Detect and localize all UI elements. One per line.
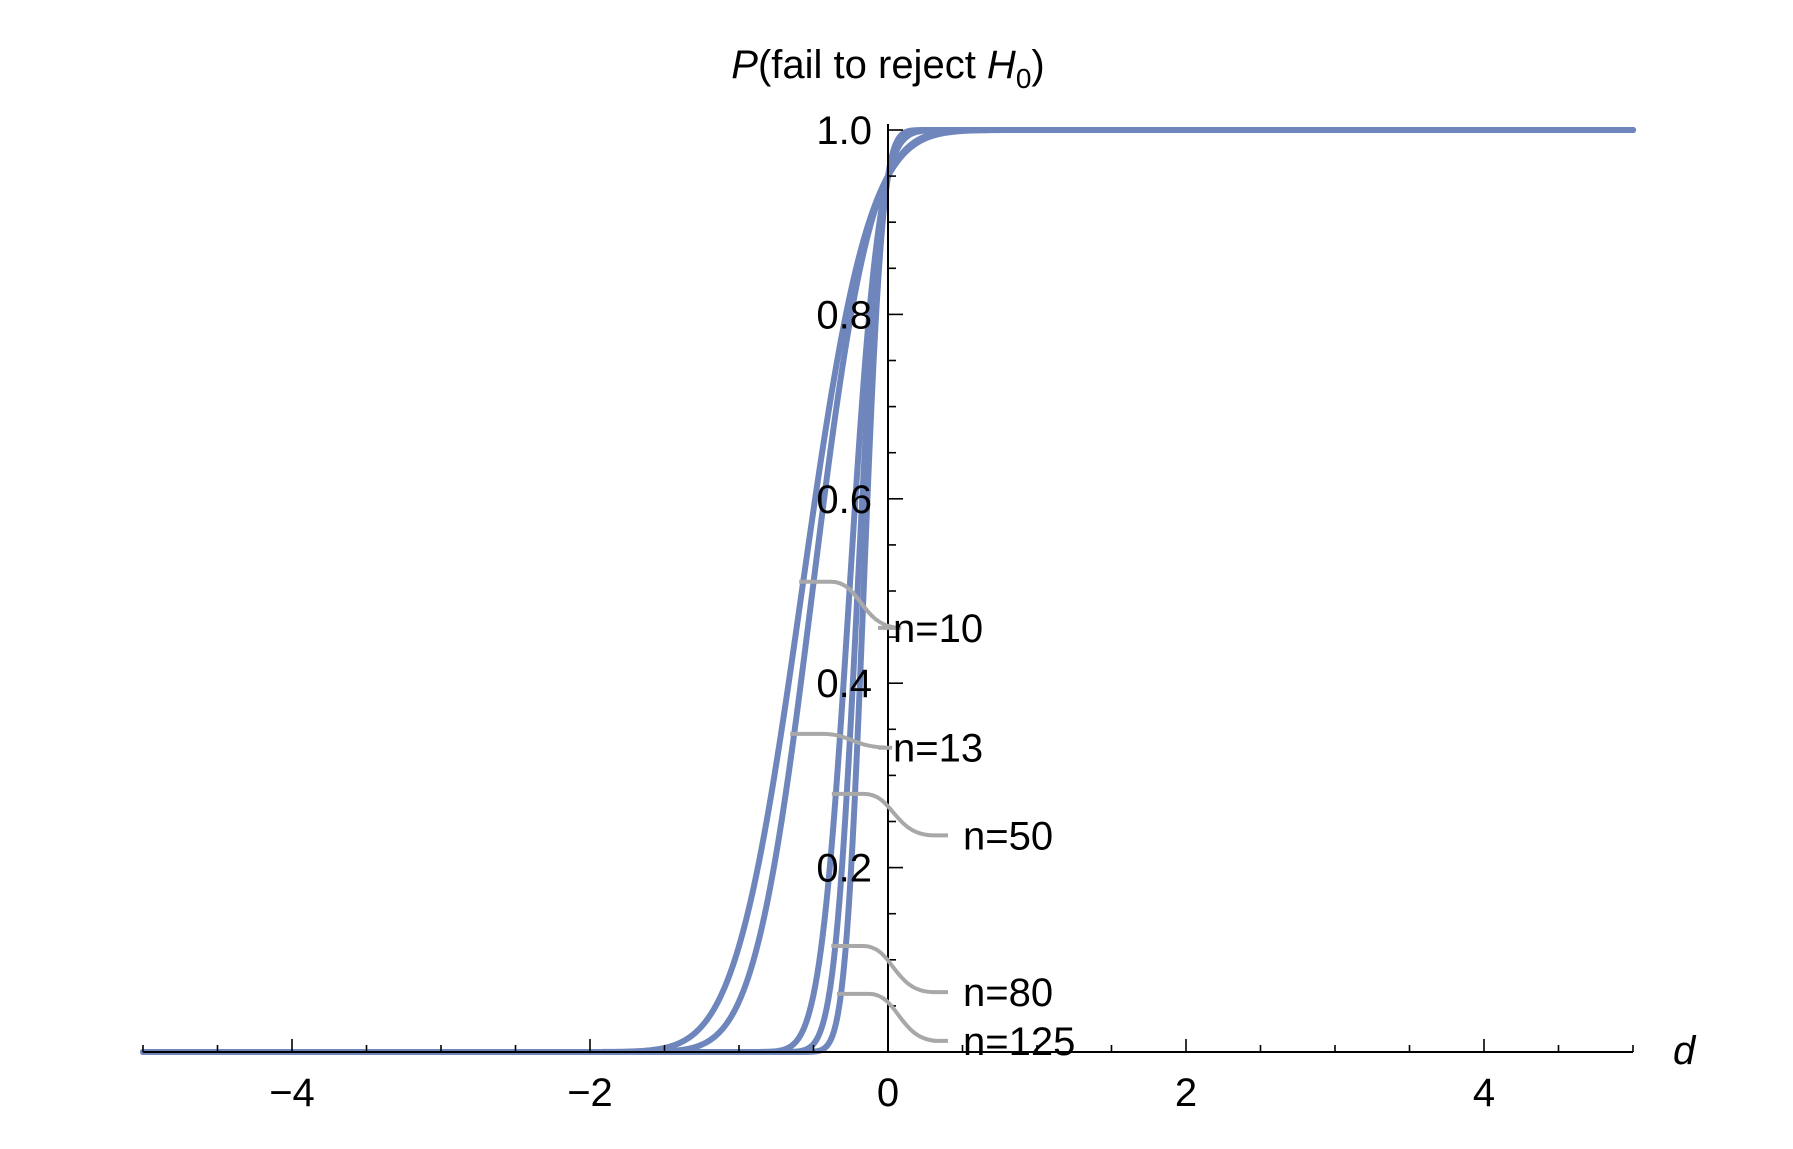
y-tick-label: 0.4 xyxy=(816,662,872,706)
leader-n-13 xyxy=(790,731,893,750)
y-tick-label: 0.6 xyxy=(816,478,872,522)
y-tick-label: 0.2 xyxy=(816,847,872,891)
x-axis-title: d xyxy=(1673,1029,1697,1073)
y-tick-label: 0.8 xyxy=(816,293,872,337)
leaders-group xyxy=(790,579,948,1043)
leader-n-80 xyxy=(831,943,948,995)
x-tick-label: 2 xyxy=(1175,1071,1197,1115)
curve-label-n-10: n=10 xyxy=(893,607,983,651)
axes-group: −4 −2 0 2 4 0.2 0.4 0.6 0.8 1.0 xyxy=(142,109,1634,1115)
x-tick-label: −4 xyxy=(269,1071,315,1115)
leader-n-50 xyxy=(831,791,948,838)
x-tick-label: 0 xyxy=(877,1071,899,1115)
x-tick-label: 4 xyxy=(1473,1071,1495,1115)
curve-label-n-80: n=80 xyxy=(963,971,1053,1015)
x-tick-label: −2 xyxy=(567,1071,613,1115)
y-tick-label: 1.0 xyxy=(816,109,872,153)
leader-n-10 xyxy=(799,579,902,630)
curve-label-n-125: n=125 xyxy=(963,1020,1075,1064)
y-axis-title: P(fail to reject H0) xyxy=(731,43,1044,94)
curve-label-n-13: n=13 xyxy=(893,727,983,771)
curve-label-n-50: n=50 xyxy=(963,814,1053,858)
labels-group: n=10 n=13 n=50 n=80 n=125 xyxy=(893,607,1075,1064)
leader-n-125 xyxy=(836,991,948,1043)
